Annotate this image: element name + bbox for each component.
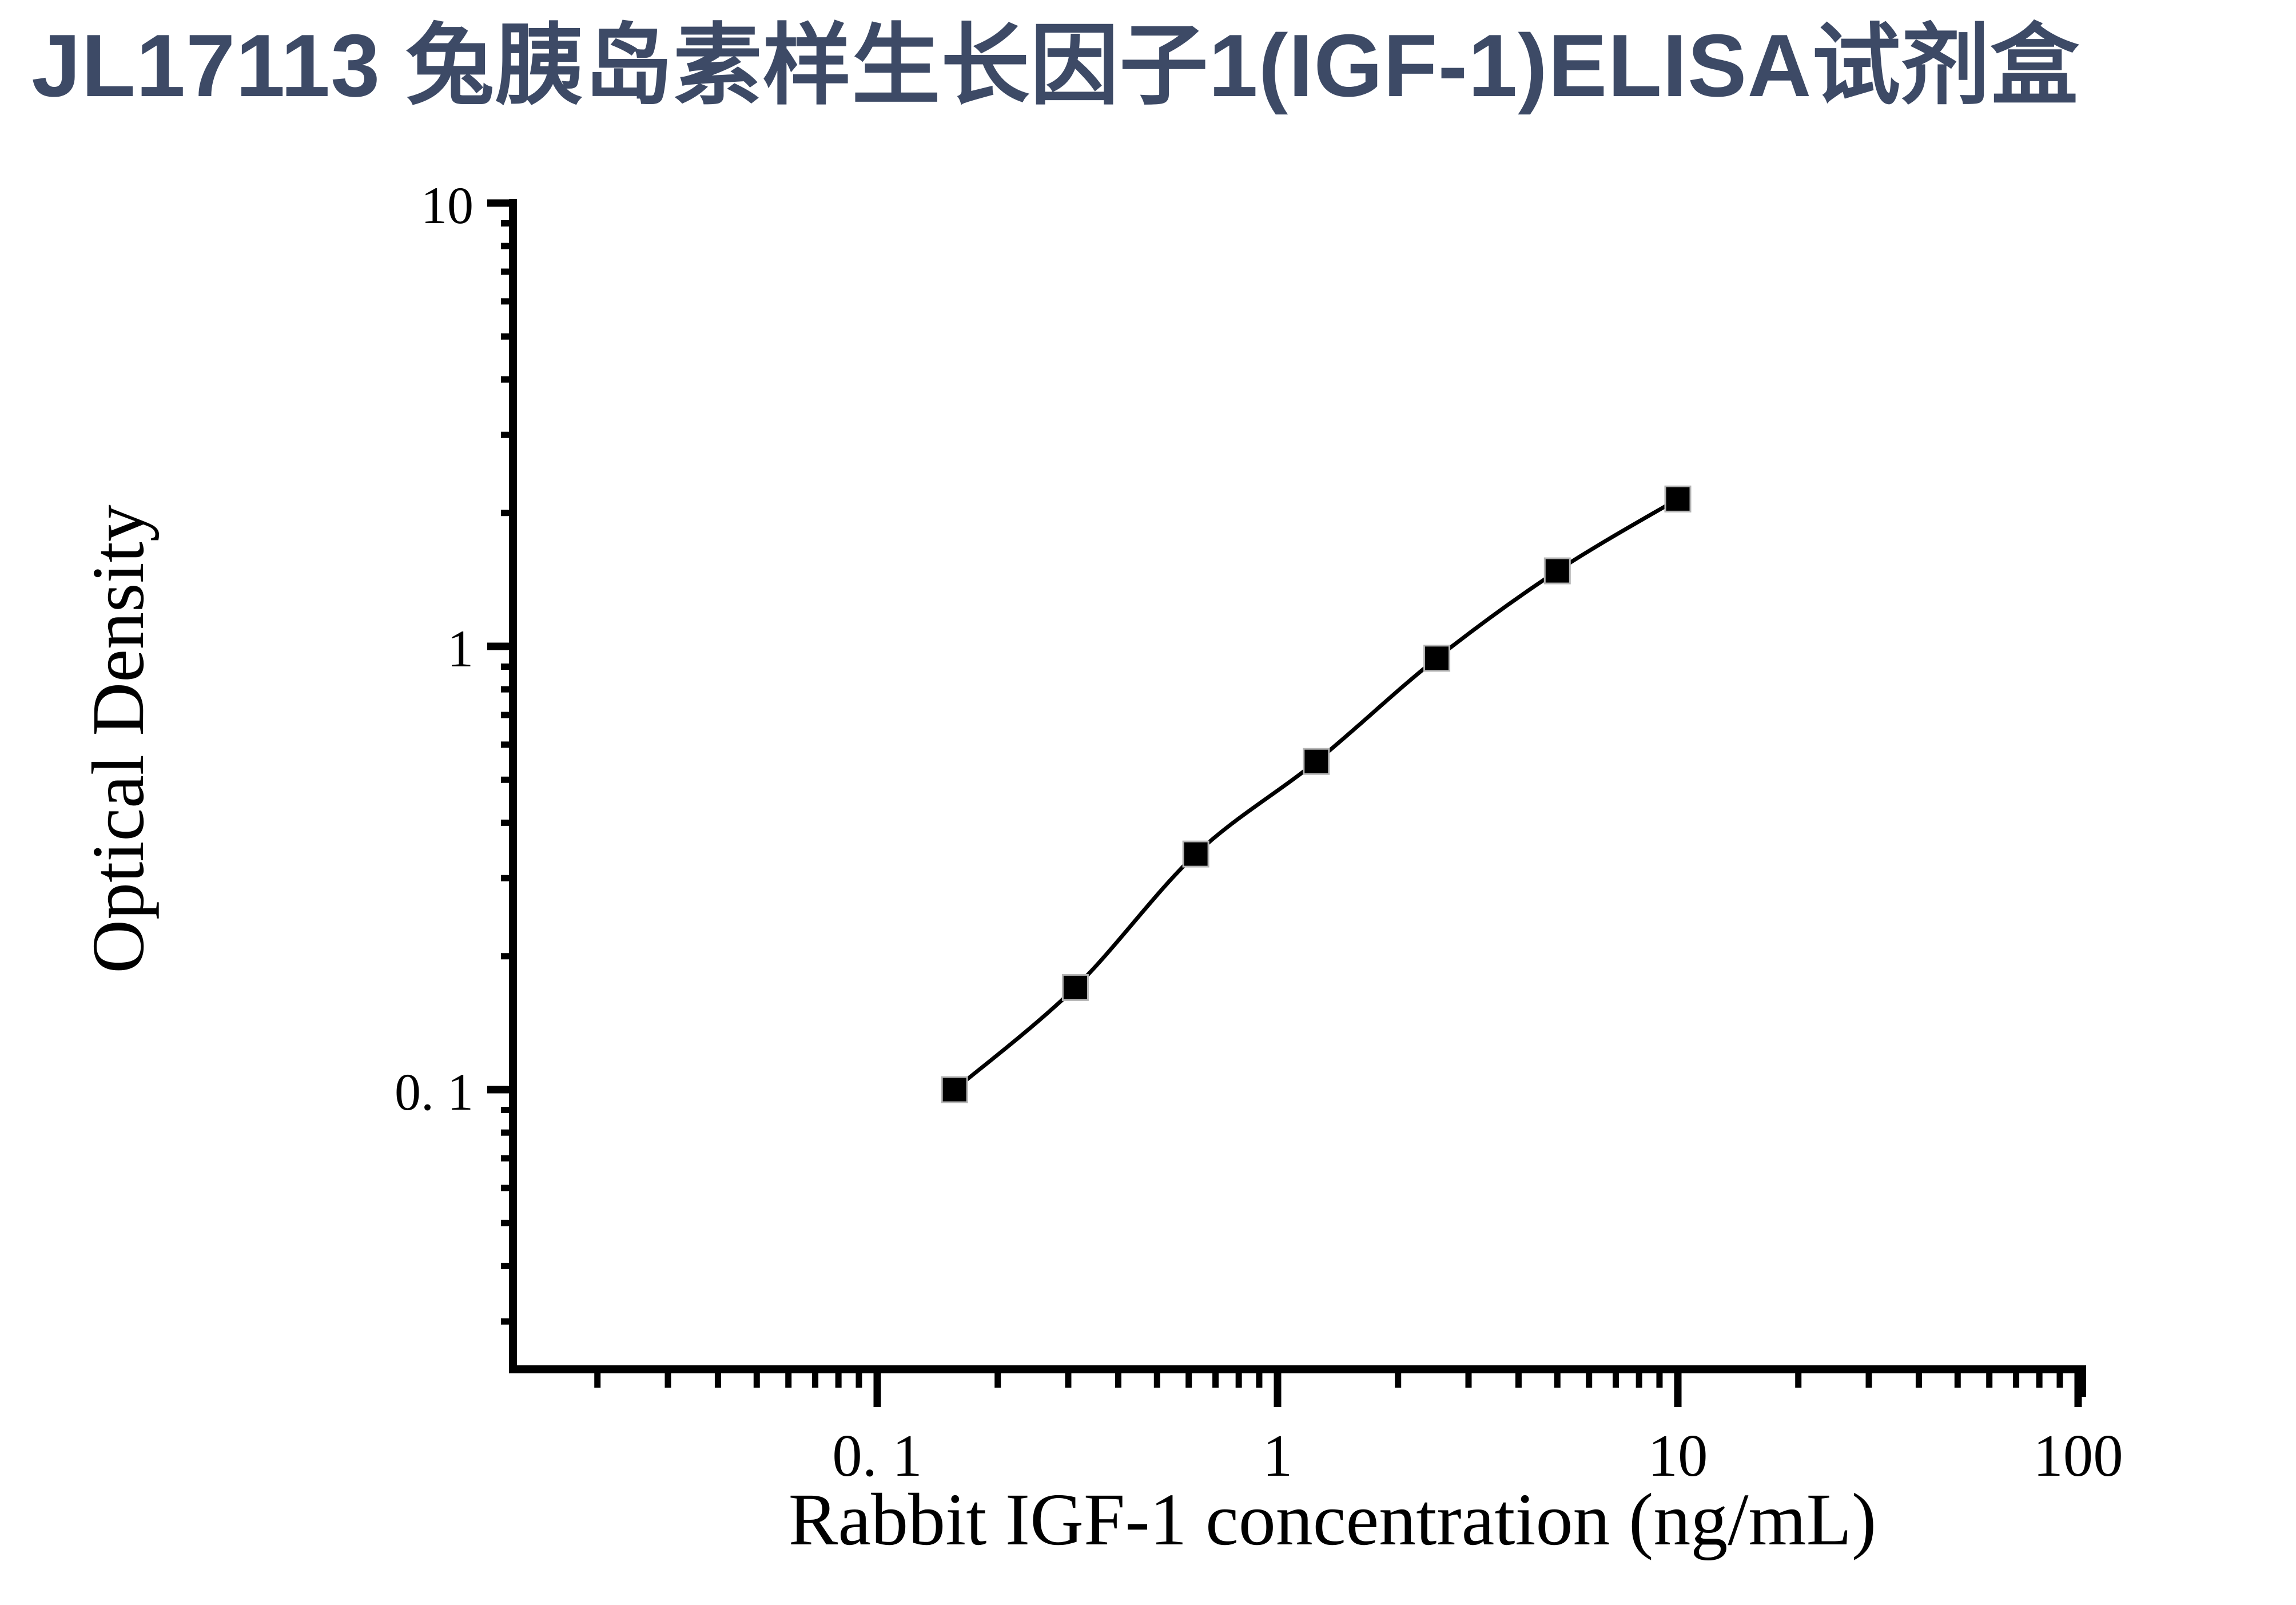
x-tick-label: 0. 1 [832,1422,922,1489]
data-point-marker [1664,485,1692,513]
y-tick-label: 0. 1 [395,1063,473,1121]
data-point-marker [1423,645,1451,672]
y-tick-label: 10 [421,176,473,235]
data-point-marker [1182,840,1209,868]
x-axis-title: Rabbit IGF-1 concentration (ng/mL) [789,1479,1877,1561]
y-axis-title: Optical Density [77,504,160,974]
data-point-marker [941,1076,968,1103]
data-point-marker [1061,974,1089,1001]
x-tick-label: 10 [1648,1422,1708,1489]
x-tick-label: 100 [2033,1422,2123,1489]
series-layer [941,485,1692,1103]
x-tick-label: 1 [1263,1422,1293,1489]
standard-curve-line [953,497,1679,1091]
data-point-marker [1303,748,1330,775]
y-tick-label: 1 [447,619,473,678]
axes-layer: 0. 1 1 10 100 10 1 0. 1 [395,176,2123,1489]
data-point-marker [1543,557,1571,585]
chart-title: JL17113 兔胰岛素样生长因子1(IGF-1)ELISA试剂盒 [31,16,2080,115]
